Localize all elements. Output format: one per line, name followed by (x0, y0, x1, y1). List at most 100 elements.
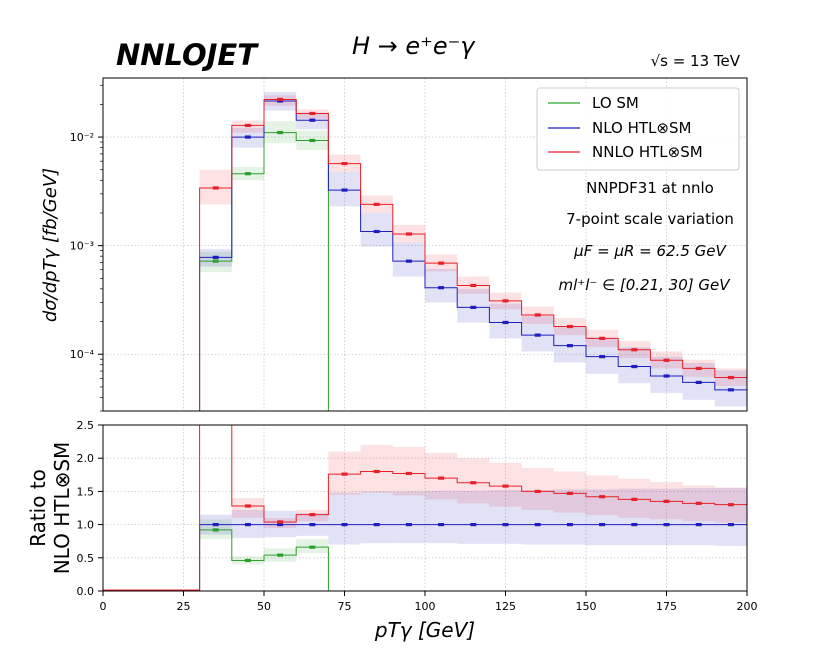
main-marker-lo (212, 259, 219, 263)
ratio-band-nlo (553, 489, 586, 545)
x-tick-label: 25 (177, 600, 191, 613)
annotation-pdf: NNPDF31 at nnlo (586, 179, 714, 197)
main-marker-nnlo (277, 97, 284, 102)
y-tick-label: 1.0 (77, 519, 95, 532)
ratio-band-nlo (682, 488, 715, 546)
ratio-marker-lo (244, 558, 251, 563)
ratio-band-nlo (328, 492, 361, 545)
main-axes-frame (102, 77, 748, 412)
ratio-marker-nnlo (405, 471, 412, 476)
ratio-marker-nlo (277, 523, 284, 527)
ratio-panel: 0.0 0.5 1.0 1.5 2.0 2.5 0 25 50 75 100 125 150 175 20… (26, 419, 758, 642)
main-marker-lo (244, 172, 251, 176)
ratio-marker-nlo (695, 523, 702, 527)
ratio-central-markers (212, 469, 734, 563)
main-marker-nlo (212, 255, 219, 259)
main-marker-nlo (405, 259, 412, 263)
ratio-band-nnlo (392, 446, 425, 496)
legend-box (536, 87, 740, 171)
ratio-band-nlo (586, 489, 619, 546)
main-band-nlo (360, 212, 393, 247)
ratio-marker-nlo (405, 523, 412, 527)
ratio-band-nnlo (425, 452, 458, 500)
ratio-marker-nnlo (373, 469, 380, 474)
main-panel: 10⁻² 10⁻³ 10⁻⁴ dσ/dpTγ [fb/GeV] (40, 77, 748, 412)
ratio-marker-nnlo (631, 497, 638, 501)
y-tick-label: 0.5 (77, 552, 95, 565)
main-marker-nnlo (212, 186, 219, 190)
main-band-nlo (425, 268, 458, 303)
ratio-y-axis-label-line1: Ratio to (26, 469, 50, 547)
x-tick-label: 125 (495, 600, 516, 613)
ratio-band-nnlo (457, 458, 490, 504)
main-marker-nnlo (405, 232, 412, 236)
main-marker-nnlo (566, 324, 573, 329)
ratio-marker-nlo (373, 523, 380, 527)
ratio-marker-nnlo (599, 495, 606, 499)
ratio-marker-nlo (599, 523, 606, 527)
ratio-marker-nlo (534, 523, 541, 527)
main-marker-lo (277, 130, 284, 135)
ratio-marker-nlo (309, 523, 316, 527)
annotation-scales: μF = μR = 62.5 GeV (573, 242, 727, 260)
ratio-marker-nlo (470, 523, 477, 527)
ratio-marker-nlo (244, 523, 251, 527)
ratio-marker-nnlo (438, 476, 445, 480)
main-band-nlo (392, 242, 425, 277)
ratio-marker-nnlo (309, 513, 316, 517)
y-tick-label: 1.5 (77, 485, 95, 498)
main-marker-nlo (438, 286, 445, 290)
ratio-y-axis-label-line2: NLO HTL⊗SM (50, 442, 74, 575)
ratio-band-nlo (360, 491, 393, 544)
main-marker-nlo (566, 344, 573, 348)
legend-label-lo: LO SM (592, 94, 639, 112)
main-marker-nnlo (502, 299, 509, 303)
ratio-marker-nnlo (277, 520, 284, 524)
main-marker-nlo (470, 305, 477, 309)
ratio-band-nlo (521, 490, 554, 545)
main-marker-nlo (341, 188, 348, 192)
main-marker-nlo (727, 388, 734, 392)
main-marker-nnlo (244, 123, 251, 128)
ratio-marker-nlo (438, 523, 445, 527)
nnlojet-logo: NNLOJET (116, 38, 259, 72)
ratio-marker-nlo (631, 523, 638, 527)
ratio-marker-nnlo (341, 472, 348, 476)
main-marker-nnlo (727, 375, 734, 380)
ratio-band-nlo (457, 490, 490, 544)
ratio-marker-nlo (663, 523, 670, 527)
ratio-marker-nnlo (695, 501, 702, 505)
ratio-marker-nnlo (566, 491, 573, 495)
process-title: H → e⁺e⁻γ (352, 32, 476, 60)
ratio-marker-nlo (727, 523, 734, 527)
ratio-band-nlo (392, 491, 425, 544)
x-tick-label: 200 (737, 600, 758, 613)
ratio-marker-lo (212, 528, 219, 532)
main-marker-nlo (373, 229, 380, 234)
ratio-marker-nnlo (502, 484, 509, 488)
x-tick-label: 100 (415, 600, 436, 613)
main-marker-nnlo (309, 111, 316, 116)
main-marker-nlo (502, 320, 509, 325)
ratio-marker-lo (309, 545, 316, 549)
main-marker-nlo (599, 355, 606, 359)
ratio-marker-nlo (502, 523, 509, 527)
main-marker-nnlo (599, 336, 606, 340)
main-marker-nlo (309, 118, 316, 122)
main-marker-nnlo (695, 366, 702, 371)
x-axis-label: pTγ [GeV] (374, 618, 475, 642)
main-marker-nnlo (631, 348, 638, 352)
y-tick-label: 2.0 (77, 452, 95, 465)
annotation-scale-variation: 7-point scale variation (566, 210, 734, 228)
ratio-marker-lo (277, 553, 284, 557)
main-marker-nnlo (341, 161, 348, 166)
legend-label-nlo: NLO HTL⊗SM (592, 119, 691, 137)
annotation-mass-window: ml⁺l⁻ ∈ [0.21, 30] GeV (559, 276, 732, 294)
main-marker-nnlo (663, 358, 670, 362)
x-tick-label: 50 (257, 600, 271, 613)
legend-label-nnlo: NNLO HTL⊗SM (592, 143, 703, 161)
y-tick-label: 10⁻³ (70, 240, 94, 253)
main-marker-nnlo (438, 261, 445, 265)
main-marker-nlo (631, 364, 638, 369)
